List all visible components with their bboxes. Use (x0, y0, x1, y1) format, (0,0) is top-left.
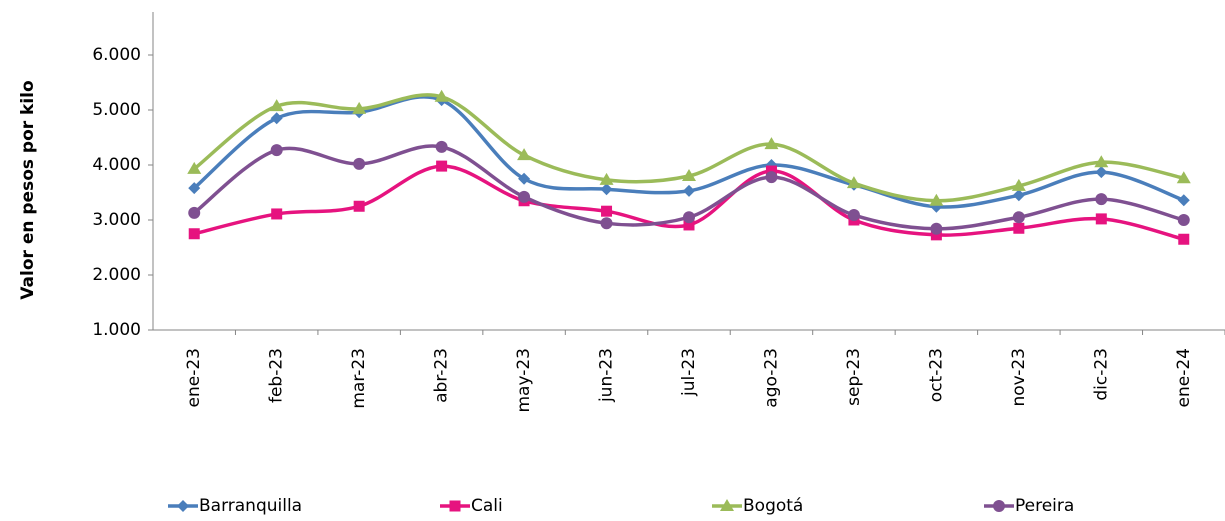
marker (1177, 214, 1190, 226)
marker (1012, 211, 1025, 224)
y-axis-label: Valor en pesos por kilo (18, 80, 38, 299)
legend-marker (993, 500, 1005, 512)
marker (270, 144, 283, 157)
x-tick-label: feb-23 (267, 348, 287, 403)
marker (683, 211, 695, 224)
y-tick-label: 3.000 (92, 210, 141, 230)
x-tick-label: abr-23 (432, 348, 452, 403)
marker (1095, 193, 1108, 206)
marker (188, 182, 201, 195)
x-tick-label: jun-23 (597, 348, 617, 403)
x-tick-label: may-23 (514, 348, 534, 413)
marker (764, 137, 779, 150)
marker (930, 222, 943, 235)
marker (600, 217, 613, 230)
legend-marker (177, 500, 189, 512)
marker (269, 99, 284, 112)
marker (683, 184, 695, 197)
marker (682, 169, 696, 181)
marker (434, 89, 449, 102)
marker (436, 160, 448, 172)
marker (1095, 213, 1107, 225)
x-tick-label: nov-23 (1009, 348, 1029, 407)
x-tick-label: ago-23 (761, 348, 781, 408)
marker (765, 165, 777, 177)
marker (353, 157, 366, 170)
marker (929, 193, 944, 206)
marker (517, 148, 532, 161)
marker (1011, 178, 1026, 191)
x-tick-label: ene-24 (1174, 348, 1194, 407)
marker (518, 190, 531, 203)
x-tick-label: ene-23 (184, 348, 204, 407)
marker (847, 209, 860, 222)
marker (1012, 189, 1025, 202)
y-tick-label: 2.000 (92, 265, 141, 285)
marker (600, 183, 613, 196)
marker (188, 228, 200, 240)
marker (683, 219, 695, 231)
legend-marker (449, 500, 461, 512)
marker (352, 101, 367, 114)
marker (435, 140, 448, 153)
marker (271, 208, 283, 220)
marker (1095, 166, 1108, 179)
y-tick-label: 4.000 (92, 155, 141, 175)
marker (353, 200, 365, 212)
y-tick-label: 1.000 (92, 320, 141, 340)
legend-label: Pereira (1015, 496, 1074, 516)
marker (1094, 155, 1109, 168)
x-tick-label: mar-23 (349, 348, 369, 409)
marker (1178, 233, 1190, 245)
x-tick-label: jul-23 (679, 348, 699, 397)
marker (765, 171, 778, 184)
marker (1177, 194, 1190, 207)
y-tick-label: 5.000 (92, 100, 141, 120)
marker (599, 172, 614, 185)
marker (930, 229, 942, 241)
y-tick-label: 6.000 (92, 45, 141, 65)
marker (1176, 171, 1191, 184)
marker (270, 112, 283, 125)
legend-label: Cali (471, 496, 503, 516)
x-tick-label: sep-23 (844, 348, 864, 406)
x-tick-label: oct-23 (926, 348, 946, 402)
legend-label: Bogotá (743, 496, 803, 516)
marker (601, 205, 613, 217)
x-tick-label: dic-23 (1091, 348, 1111, 401)
marker (187, 161, 202, 174)
marker (518, 172, 531, 185)
marker (1013, 222, 1025, 234)
legend-label: Barranquilla (199, 496, 302, 516)
marker (846, 176, 861, 189)
marker (188, 206, 201, 219)
legend-marker (720, 499, 734, 511)
